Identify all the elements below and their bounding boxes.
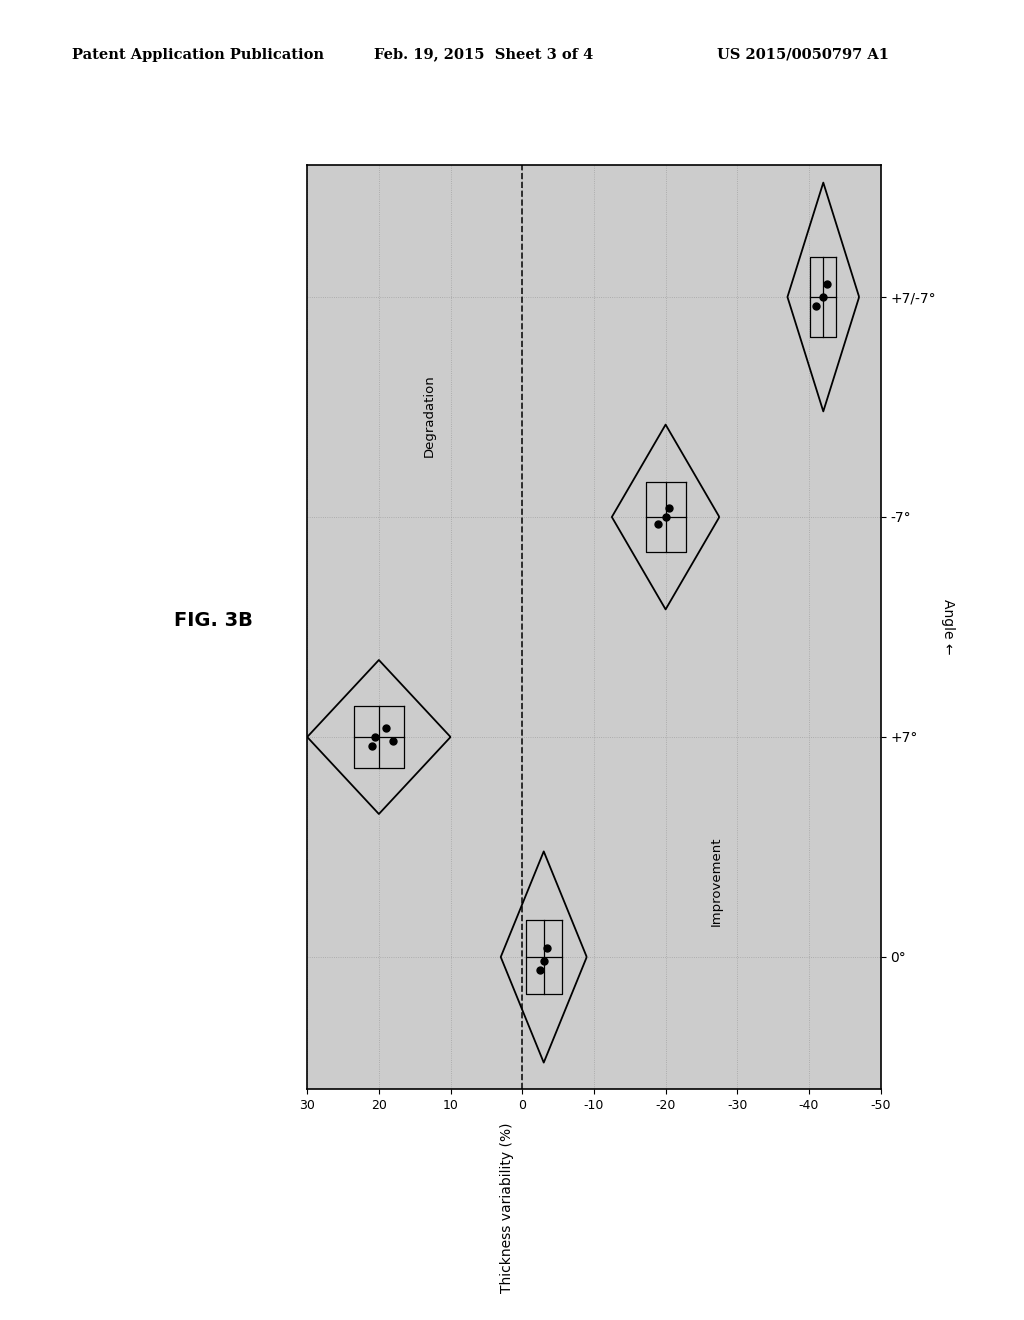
Text: US 2015/0050797 A1: US 2015/0050797 A1: [717, 48, 889, 62]
Text: Degradation: Degradation: [423, 374, 435, 457]
Y-axis label: Angle ←: Angle ←: [941, 599, 955, 655]
Text: FIG. 3B: FIG. 3B: [174, 611, 253, 630]
Text: Feb. 19, 2015  Sheet 3 of 4: Feb. 19, 2015 Sheet 3 of 4: [374, 48, 593, 62]
Text: Thickness variability (%): Thickness variability (%): [500, 1122, 514, 1294]
Text: Patent Application Publication: Patent Application Publication: [72, 48, 324, 62]
Text: Improvement: Improvement: [710, 836, 722, 925]
